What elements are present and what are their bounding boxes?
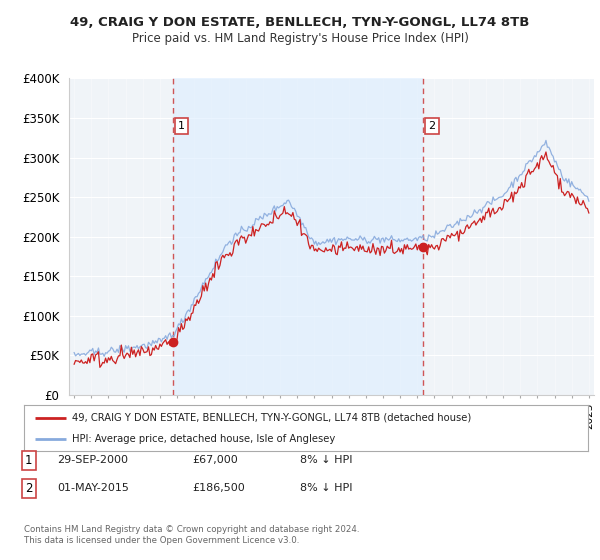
Text: This data is licensed under the Open Government Licence v3.0.: This data is licensed under the Open Gov… [24, 536, 299, 545]
Text: 8% ↓ HPI: 8% ↓ HPI [300, 483, 353, 493]
Bar [173, 78, 423, 395]
Text: 1: 1 [25, 454, 32, 467]
Text: 1: 1 [178, 121, 185, 131]
Text: 01-MAY-2015: 01-MAY-2015 [57, 483, 129, 493]
Text: 29-SEP-2000: 29-SEP-2000 [57, 455, 128, 465]
Text: 2: 2 [25, 482, 32, 495]
Text: Price paid vs. HM Land Registry's House Price Index (HPI): Price paid vs. HM Land Registry's House … [131, 32, 469, 45]
Text: 8% ↓ HPI: 8% ↓ HPI [300, 455, 353, 465]
Text: 49, CRAIG Y DON ESTATE, BENLLECH, TYN-Y-GONGL, LL74 8TB (detached house): 49, CRAIG Y DON ESTATE, BENLLECH, TYN-Y-… [72, 413, 471, 423]
Text: 49, CRAIG Y DON ESTATE, BENLLECH, TYN-Y-GONGL, LL74 8TB: 49, CRAIG Y DON ESTATE, BENLLECH, TYN-Y-… [70, 16, 530, 29]
Text: £186,500: £186,500 [192, 483, 245, 493]
Text: Contains HM Land Registry data © Crown copyright and database right 2024.: Contains HM Land Registry data © Crown c… [24, 525, 359, 534]
Text: 2: 2 [428, 121, 435, 131]
Text: £67,000: £67,000 [192, 455, 238, 465]
Text: HPI: Average price, detached house, Isle of Anglesey: HPI: Average price, detached house, Isle… [72, 435, 335, 444]
